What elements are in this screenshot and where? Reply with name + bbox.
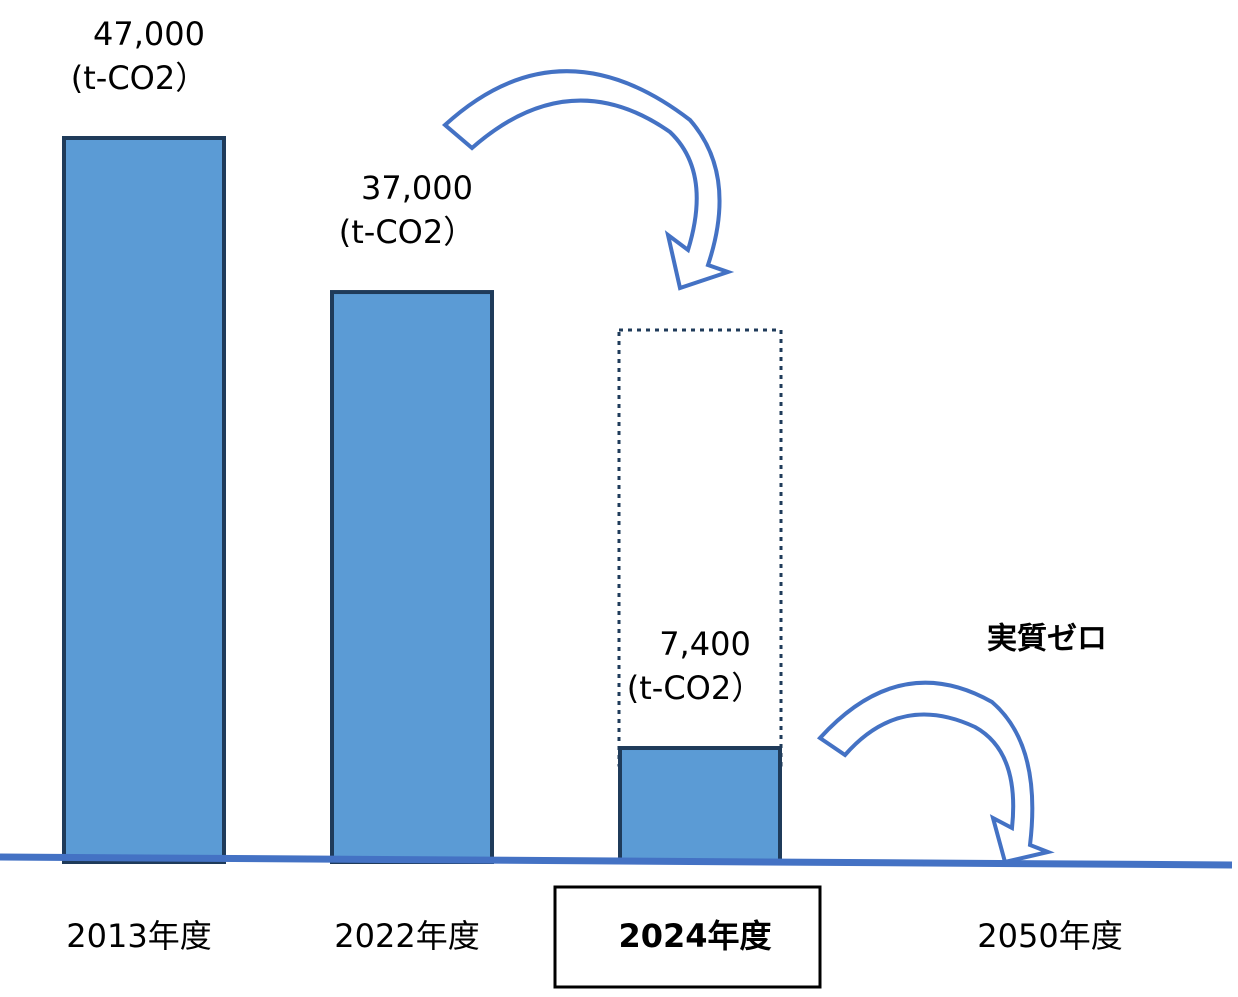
value-label: 47,000 [93, 15, 205, 53]
baseline [0, 853, 1233, 869]
x-tick-label: 2013年度 [66, 917, 211, 955]
highlight-box [553, 885, 822, 989]
bar [618, 746, 782, 864]
unit-label: (t-CO2） [627, 669, 763, 707]
annotation: 実質ゼロ [987, 622, 1107, 657]
x-tick-label: 2022年度 [334, 917, 479, 955]
value-label: 37,000 [361, 169, 473, 207]
value-label: 7,400 [659, 625, 751, 663]
bar [62, 136, 226, 864]
curved-arrow [816, 680, 1055, 865]
unit-label: (t-CO2） [71, 59, 207, 97]
curved-arrow [441, 69, 735, 291]
bar [330, 290, 494, 864]
unit-label: (t-CO2） [339, 213, 475, 251]
x-tick-label: 2024年度 [618, 917, 771, 955]
x-tick-label: 2050年度 [977, 917, 1122, 955]
